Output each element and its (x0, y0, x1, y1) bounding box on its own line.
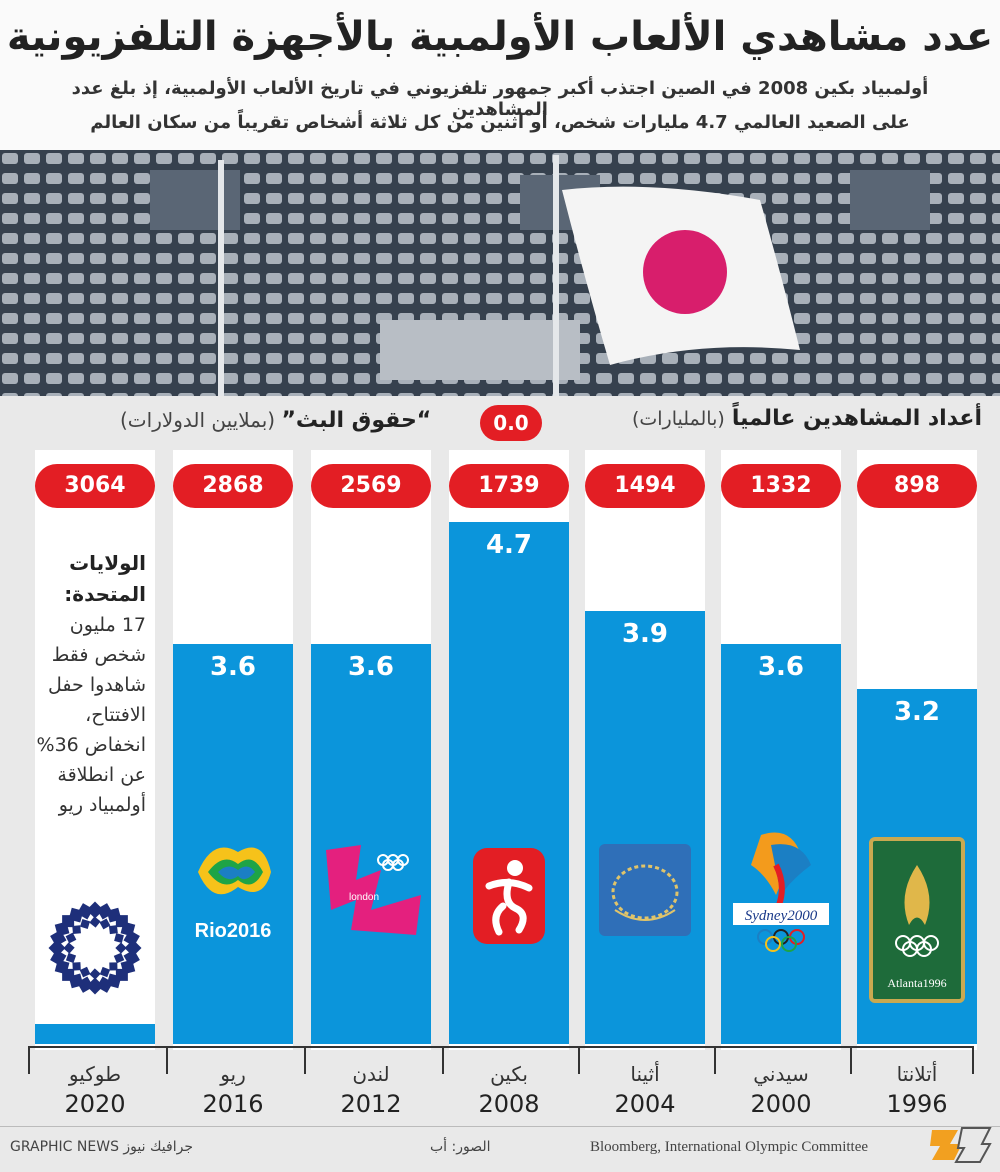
chart-column: 898 3.2 Atlanta1996 (857, 450, 977, 1050)
rio-logo-text: Rio2016 (195, 920, 272, 942)
viewers-unit: (بالمليارات) (631, 408, 725, 430)
axis-tick (578, 1046, 580, 1074)
rights-value-label: 3064 (35, 464, 155, 508)
bar-chart: 3064 2868 3.6 Rio2016 2569 3.6 london 1739 4.7 14… (0, 450, 1000, 1050)
rights-value-label: 898 (857, 464, 977, 508)
header: عدد مشاهدي الألعاب الأولمبية بالأجهزة ال… (0, 0, 1000, 150)
london-logo-text: london (349, 892, 379, 903)
year-label: 2000 (750, 1090, 812, 1118)
photo-credit: الصور: أب (430, 1139, 491, 1155)
chart-column: 1332 3.6 Sydney2000 (721, 450, 841, 1050)
viewers-bar: 3.6 (721, 644, 841, 1044)
viewers-value-label: 3.6 (757, 652, 805, 683)
atlanta-logo-text: Atlanta1996 (887, 976, 946, 990)
london-2012-logo-icon: london (321, 840, 421, 944)
viewers-label: أعداد المشاهدين عالمياً (731, 406, 982, 431)
viewers-value-label: 4.7 (485, 530, 533, 560)
rights-value-label: 1494 (585, 464, 705, 508)
axis-tick (304, 1046, 306, 1074)
year-label: 1996 (886, 1090, 948, 1118)
rio-2016-logo-icon: Rio2016 (183, 832, 283, 956)
viewers-bar: 3.6 (173, 644, 293, 1044)
viewers-bar: 4.7 (449, 522, 569, 1044)
chart-column: 3064 (35, 450, 155, 1050)
rights-value-label: 1739 (449, 464, 569, 508)
sydney-logo-text: Sydney2000 (745, 908, 818, 924)
year-label: 2020 (64, 1090, 126, 1118)
axis-tick (166, 1046, 168, 1074)
rights-value-label: 2569 (311, 464, 431, 508)
us-note-heading: الولايات المتحدة: (64, 551, 146, 606)
rights-label: “حقوق البث” (281, 408, 432, 433)
rights-value-label: 2868 (173, 464, 293, 508)
city-label: سيدني (753, 1062, 809, 1086)
rights-unit: (بملايين الدولارات) (120, 408, 276, 432)
chart-column: 2569 3.6 london (311, 450, 431, 1050)
viewers-bar: 3.6 (311, 644, 431, 1044)
axis-tick (28, 1046, 30, 1074)
viewers-value-label: 3.6 (347, 652, 395, 683)
graphic-credit: GRAPHIC NEWS جرافيك نيوز (10, 1139, 193, 1155)
year-label: 2008 (478, 1090, 540, 1118)
atlanta-1996-logo-icon: Atlanta1996 (867, 835, 967, 1009)
viewers-bar (35, 1024, 155, 1044)
watermark-logo-icon (930, 1127, 992, 1163)
city-label: لندن (352, 1062, 390, 1086)
tokyo-2020-logo-icon (45, 898, 145, 1002)
x-axis (28, 1046, 974, 1048)
city-label: أثينا (630, 1062, 660, 1086)
page-title: عدد مشاهدي الألعاب الأولمبية بالأجهزة ال… (6, 14, 994, 60)
us-note-body: 17 مليون شخص فقط شاهدوا حفل الافتتاح، ان… (36, 614, 147, 816)
sources: Bloomberg, International Olympic Committ… (590, 1139, 869, 1155)
viewers-bar: 3.9 (585, 610, 705, 1044)
chart-column: 1739 4.7 (449, 450, 569, 1050)
viewers-value-label: 3.2 (893, 696, 941, 727)
viewers-legend: أعداد المشاهدين عالمياً (بالمليارات) (632, 406, 982, 431)
chart-column: 1494 3.9 (585, 450, 705, 1050)
chart-column: 2868 3.6 Rio2016 (173, 450, 293, 1050)
city-label: أتلانتا (896, 1062, 938, 1086)
rights-legend: “حقوق البث” (بملايين الدولارات) (120, 408, 431, 433)
year-label: 2004 (614, 1090, 676, 1118)
axis-tick (972, 1046, 974, 1074)
subtitle-line-2: على الصعيد العالمي 4.7 مليارات شخص، أو ا… (90, 112, 910, 133)
year-label: 2016 (202, 1090, 264, 1118)
beijing-2008-logo-icon (459, 842, 559, 956)
athens-2004-logo-icon (595, 840, 695, 944)
footer: GRAPHIC NEWS جرافيك نيوز الصور: أب Bloom… (0, 1126, 1000, 1172)
axis-tick (850, 1046, 852, 1074)
zero-marker: 0.0 (480, 405, 542, 441)
stadium-photo (0, 150, 1000, 396)
viewers-value-label: 3.9 (621, 618, 669, 649)
rights-value-label: 1332 (721, 464, 841, 508)
city-label: بكين (490, 1062, 528, 1086)
sydney-2000-logo-icon: Sydney2000 (731, 825, 831, 959)
axis-tick (714, 1046, 716, 1074)
city-label: طوكيو (68, 1062, 122, 1086)
axis-tick (442, 1046, 444, 1074)
year-label: 2012 (340, 1090, 402, 1118)
us-note: الولايات المتحدة: 17 مليون شخص فقط شاهدو… (36, 548, 147, 820)
viewers-value-label: 3.6 (209, 652, 257, 683)
subtitle-line-1: أولمبياد بكين 2008 في الصين اجتذب أكبر ج… (71, 78, 929, 120)
city-label: ريو (220, 1062, 246, 1086)
